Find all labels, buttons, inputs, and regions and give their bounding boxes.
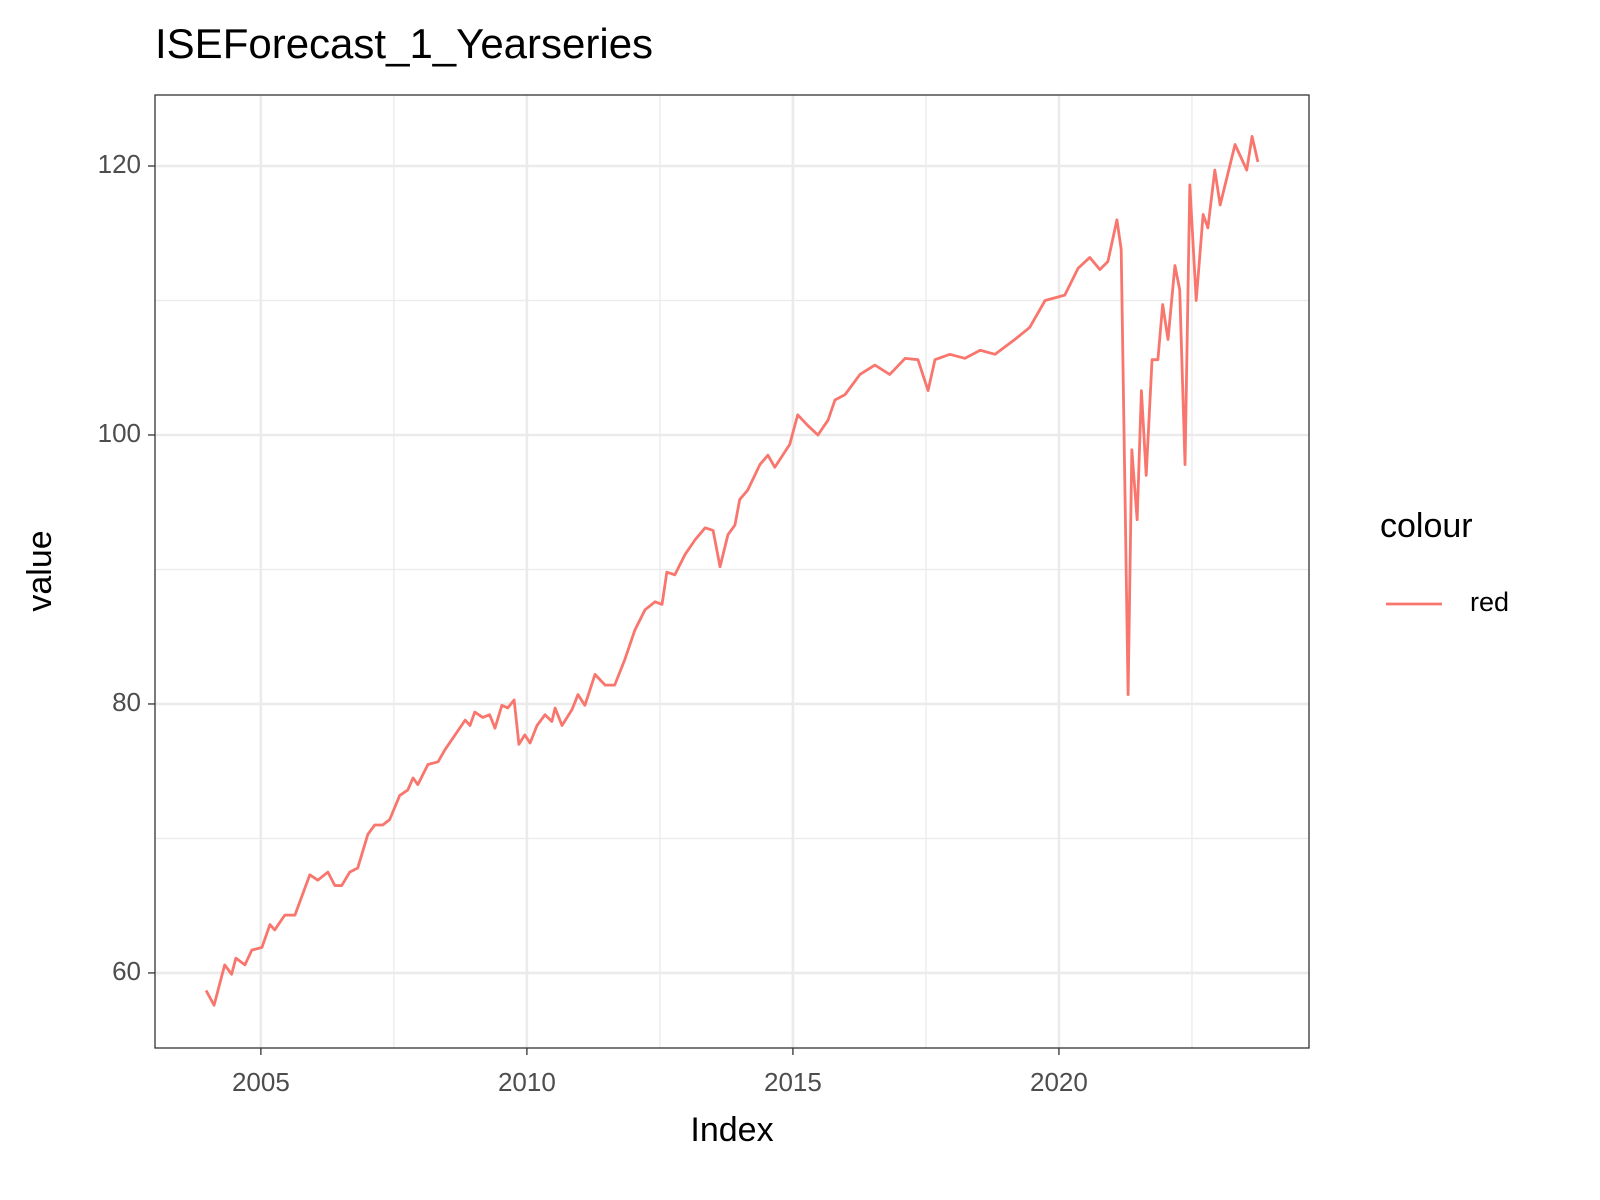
y-axis-title: value [21,530,59,611]
legend-label: red [1470,587,1509,617]
series-line [204,135,1260,1007]
y-tick-label: 120 [98,149,141,179]
x-tick-label: 2005 [232,1067,290,1097]
panel-border [154,94,1310,1049]
x-tick-label: 2010 [498,1067,556,1097]
legend-title: colour [1380,507,1473,545]
x-tick-label: 2015 [764,1067,822,1097]
chart-title: ISEForecast_1_Yearseries [155,20,653,67]
y-tick-label: 60 [112,956,141,986]
x-tick-label: 2020 [1030,1067,1088,1097]
y-tick-label: 80 [112,687,141,717]
x-axis-title: Index [690,1111,773,1149]
y-tick-label: 100 [98,418,141,448]
